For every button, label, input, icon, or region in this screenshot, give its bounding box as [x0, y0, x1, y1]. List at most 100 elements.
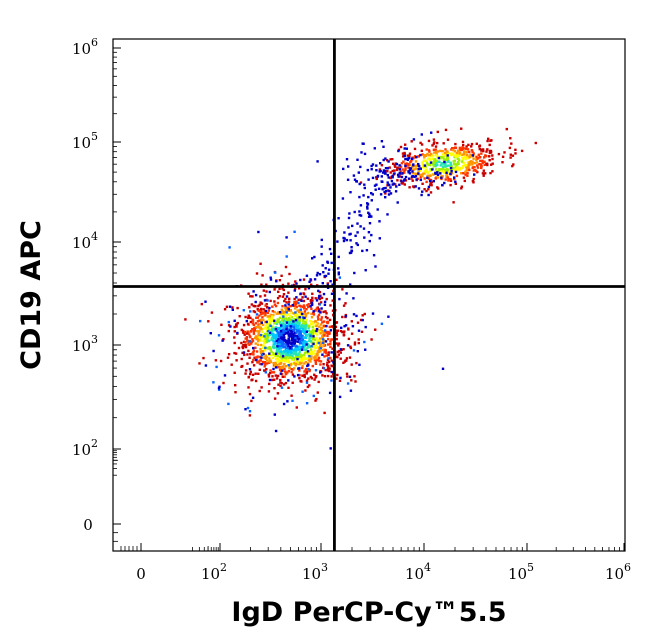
data-point: [241, 351, 244, 355]
data-point: [249, 329, 253, 333]
data-point: [434, 158, 437, 161]
data-point: [199, 319, 202, 323]
data-point: [364, 269, 367, 272]
data-point: [352, 297, 355, 300]
data-point: [218, 385, 221, 388]
data-point: [290, 368, 293, 371]
data-point: [276, 301, 280, 305]
data-point: [443, 160, 446, 164]
data-point: [287, 303, 290, 306]
data-point: [335, 342, 338, 345]
x-axis-title: IgD PerCP-Cy™5.5: [231, 597, 506, 628]
data-point: [259, 326, 262, 329]
data-point: [291, 399, 294, 402]
data-point: [450, 170, 453, 173]
data-point: [389, 192, 393, 195]
data-point: [316, 160, 319, 163]
data-point: [284, 304, 287, 307]
data-point: [249, 320, 253, 324]
data-point: [330, 292, 334, 295]
data-point: [273, 300, 276, 303]
data-point: [425, 161, 429, 164]
data-point: [256, 316, 259, 319]
data-point: [291, 354, 294, 358]
data-point: [488, 149, 492, 153]
data-point: [408, 172, 412, 175]
data-point: [265, 320, 268, 324]
data-point: [256, 336, 259, 339]
data-point: [256, 329, 259, 333]
data-point: [348, 356, 352, 359]
data-point: [505, 127, 508, 131]
data-point: [300, 330, 303, 333]
data-point: [448, 152, 452, 155]
data-point: [471, 163, 474, 166]
data-point: [298, 357, 301, 360]
data-point: [251, 352, 254, 355]
data-point: [317, 341, 320, 345]
data-point: [472, 169, 475, 172]
data-point: [358, 213, 361, 217]
data-point: [202, 356, 205, 360]
data-point: [262, 327, 265, 330]
data-point: [375, 169, 378, 172]
data-point: [268, 360, 271, 363]
data-point: [387, 176, 390, 179]
data-point: [356, 350, 359, 353]
data-point: [262, 318, 265, 322]
data-point: [248, 414, 252, 417]
data-point: [432, 138, 436, 141]
data-point: [312, 394, 315, 398]
data-point: [288, 356, 291, 359]
data-point: [342, 348, 345, 351]
data-point: [302, 348, 306, 351]
data-point: [261, 316, 264, 319]
data-point: [320, 238, 323, 242]
data-point: [422, 154, 426, 157]
data-point: [287, 291, 290, 294]
data-point: [429, 169, 432, 173]
data-point: [288, 352, 291, 356]
data-point: [456, 161, 460, 164]
data-point: [263, 294, 267, 297]
data-point: [250, 342, 253, 345]
data-point: [269, 278, 273, 281]
data-point: [514, 152, 517, 155]
data-point: [398, 183, 401, 186]
data-point: [254, 372, 257, 375]
data-point: [246, 339, 249, 342]
data-point: [394, 183, 397, 186]
data-point: [274, 429, 278, 433]
data-point: [313, 349, 316, 352]
data-point: [219, 359, 223, 363]
data-point: [441, 153, 445, 156]
data-point: [335, 321, 338, 324]
data-point: [309, 375, 313, 379]
data-point: [251, 322, 254, 325]
data-point: [415, 164, 418, 167]
data-point: [318, 346, 321, 350]
data-point: [285, 352, 288, 355]
data-point: [319, 332, 322, 335]
data-point: [453, 150, 457, 153]
data-point: [315, 329, 318, 333]
data-point: [252, 290, 255, 293]
data-point: [348, 375, 352, 378]
data-point: [350, 320, 353, 323]
data-point: [478, 144, 482, 147]
data-point: [285, 255, 288, 258]
data-point: [348, 212, 351, 215]
data-point: [338, 349, 341, 353]
data-point: [467, 164, 470, 167]
data-point: [466, 148, 470, 151]
data-point: [393, 172, 396, 175]
data-point: [308, 352, 312, 355]
data-point: [350, 246, 353, 249]
data-point: [233, 325, 236, 329]
data-point: [349, 345, 352, 348]
data-point: [373, 184, 377, 187]
data-point: [441, 183, 444, 187]
data-point: [280, 274, 283, 277]
data-point: [295, 314, 298, 318]
data-point: [336, 350, 339, 354]
